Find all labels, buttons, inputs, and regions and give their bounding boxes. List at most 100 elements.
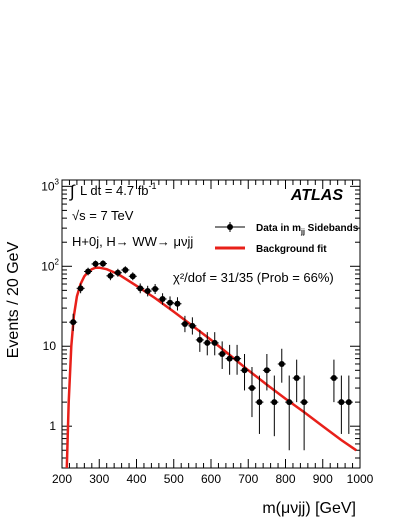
x-axis-label: m(μνjj) [GeV] <box>262 500 356 517</box>
data-points-layer <box>69 260 353 451</box>
data-point <box>300 375 309 451</box>
data-point <box>277 348 286 383</box>
y-tick-label: 1 <box>49 419 56 433</box>
data-point-marker <box>196 336 203 343</box>
data-point-marker <box>345 399 352 406</box>
data-point <box>337 375 346 434</box>
x-tick-label: 800 <box>275 472 295 486</box>
data-point-marker <box>167 299 174 306</box>
data-point-marker <box>338 399 345 406</box>
x-tick-label: 500 <box>164 472 184 486</box>
data-point <box>329 359 338 403</box>
x-tick-label: 200 <box>52 472 72 486</box>
data-point <box>106 271 115 281</box>
data-point-marker <box>152 285 159 292</box>
data-point-marker <box>107 272 114 279</box>
y-axis-label: Events / 20 GeV <box>5 241 22 358</box>
x-tick-label: 400 <box>126 472 146 486</box>
data-point <box>69 313 78 332</box>
data-point <box>113 268 122 277</box>
data-point-marker <box>219 350 226 357</box>
axis-ticks <box>61 180 361 469</box>
data-point <box>121 266 130 274</box>
data-point <box>233 344 242 375</box>
data-point-marker <box>129 273 136 280</box>
data-point-marker <box>234 355 241 362</box>
data-point <box>158 293 167 305</box>
data-point <box>128 272 137 281</box>
x-tick-label: 600 <box>201 472 221 486</box>
y-tick-label: 102 <box>41 257 59 273</box>
data-point-marker <box>301 399 308 406</box>
energy-label: √s = 7 TeV <box>72 208 134 223</box>
data-point <box>136 283 145 294</box>
x-tick-label: 300 <box>89 472 109 486</box>
data-point-marker <box>99 260 106 267</box>
data-point-marker <box>92 260 99 267</box>
data-point <box>143 285 152 297</box>
data-point-marker <box>330 375 337 382</box>
data-point-marker <box>159 295 166 302</box>
data-point <box>270 375 279 437</box>
data-point <box>218 341 227 369</box>
legend-data-label: Data in mjj Sidebands <box>256 223 359 236</box>
data-point-marker <box>181 320 188 327</box>
data-point <box>240 353 249 391</box>
data-point-marker <box>189 322 196 329</box>
legend-data-marker <box>227 224 233 230</box>
data-point-marker <box>256 399 263 406</box>
y-tick-labels: 1 10 102 103 <box>41 177 59 433</box>
data-point <box>255 375 264 434</box>
data-point-marker <box>263 367 270 374</box>
data-point <box>84 267 93 276</box>
y-tick-label: 103 <box>41 177 59 193</box>
data-point <box>210 332 219 356</box>
data-point-marker <box>174 300 181 307</box>
data-point <box>203 332 212 356</box>
x-tick-label: 1000 <box>347 472 374 486</box>
data-point <box>195 329 204 352</box>
channel-label: H+0j, H→ WW→ μνjj <box>72 234 193 249</box>
data-point-marker <box>293 375 300 382</box>
data-point-marker <box>278 360 285 367</box>
data-point-marker <box>271 399 278 406</box>
data-point-marker <box>70 319 77 326</box>
x-tick-label: 700 <box>238 472 258 486</box>
lumi-integral-symbol: ∫ <box>69 182 76 201</box>
data-point-marker <box>122 266 129 273</box>
data-point <box>98 260 107 267</box>
data-point <box>166 296 175 310</box>
data-point <box>188 317 197 335</box>
data-point <box>76 283 85 294</box>
data-point <box>285 375 294 451</box>
data-point-marker <box>77 285 84 292</box>
atlas-label: ATLAS <box>290 187 343 204</box>
data-point-marker <box>248 385 255 392</box>
data-point-marker <box>114 269 121 276</box>
legend-fit-label: Background fit <box>256 244 327 255</box>
x-tick-labels: 200 300 400 500 600 700 800 900 1000 <box>52 472 374 486</box>
data-point-marker <box>137 285 144 292</box>
data-point-marker <box>211 339 218 346</box>
lumi-label: L dt = 4.7 fb-1 <box>80 181 157 198</box>
data-point <box>151 284 160 295</box>
data-point <box>225 344 234 375</box>
data-point <box>173 297 182 311</box>
data-point <box>180 315 189 333</box>
data-point-marker <box>226 355 233 362</box>
data-point <box>247 366 256 418</box>
data-point-marker <box>286 399 293 406</box>
data-point-marker <box>241 367 248 374</box>
legend: Data in mjj Sidebands Background fit <box>215 222 359 255</box>
background-fit-layer <box>65 266 358 469</box>
background-fit-curve <box>65 266 358 469</box>
data-point <box>91 260 100 268</box>
data-point-marker <box>204 339 211 346</box>
y-tick-label: 10 <box>43 339 57 353</box>
data-point <box>292 359 301 403</box>
chi2-label: χ²/dof = 31/35 (Prob = 66%) <box>173 270 334 285</box>
data-point-marker <box>144 288 151 295</box>
data-point <box>344 375 353 434</box>
data-point-marker <box>85 268 92 275</box>
